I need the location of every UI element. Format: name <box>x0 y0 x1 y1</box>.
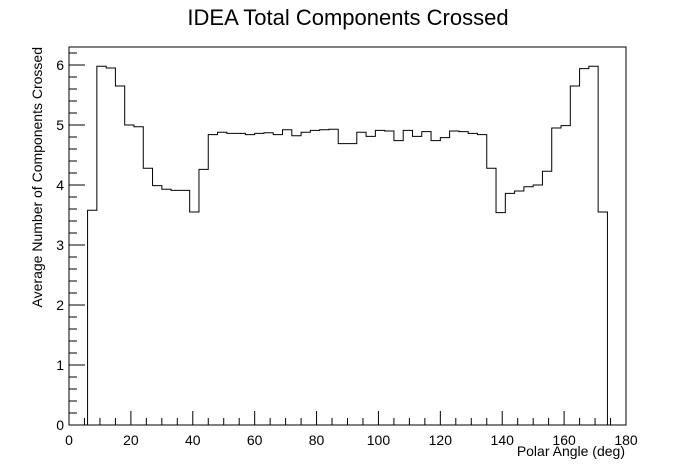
histogram-bin <box>255 133 264 425</box>
histogram-bin <box>236 133 245 425</box>
histogram-bin <box>459 132 468 425</box>
y-tick-label: 3 <box>56 237 64 253</box>
histogram-bin <box>245 135 254 425</box>
histogram-bin <box>106 68 115 425</box>
histogram-bin <box>524 187 533 425</box>
histogram-outline <box>87 65 608 425</box>
histogram-bin <box>496 213 505 425</box>
histogram-bin <box>422 132 431 425</box>
histogram-bin <box>199 169 208 425</box>
x-tick-label: 40 <box>185 432 201 448</box>
histogram-bin <box>561 126 570 425</box>
histogram-bin <box>283 130 292 425</box>
histogram-bin <box>431 141 440 425</box>
y-tick-label: 1 <box>56 357 64 373</box>
histogram-bin <box>320 130 329 425</box>
histogram-bin <box>115 86 124 425</box>
y-tick-label: 6 <box>56 57 64 73</box>
histogram-bin <box>515 191 524 425</box>
x-tick-label: 60 <box>247 432 263 448</box>
x-axis: 0 20 40 60 80 100 120 140 160 180 <box>65 411 638 448</box>
x-tick-label: 140 <box>491 432 515 448</box>
histogram-bin <box>487 168 496 425</box>
histogram-bin <box>366 136 375 425</box>
y-axis: 0 1 2 3 4 5 6 <box>56 52 85 433</box>
x-tick-label: 160 <box>552 432 576 448</box>
histogram-bin <box>162 189 171 425</box>
x-axis-label: Polar Angle (deg) <box>517 443 625 459</box>
histogram-bin <box>301 132 310 425</box>
histogram-bin <box>292 136 301 425</box>
histogram-bin <box>440 138 449 425</box>
y-axis-label: Average Number of Components Crossed <box>29 47 45 307</box>
histogram-bin <box>264 133 273 425</box>
histogram-bin <box>375 130 384 425</box>
histogram-bin <box>357 132 366 425</box>
x-tick-label: 80 <box>309 432 325 448</box>
histogram-bin <box>598 212 607 425</box>
histogram-bin <box>97 66 106 425</box>
histogram-bin <box>153 186 162 425</box>
y-tick-label: 5 <box>56 117 64 133</box>
histogram-bin <box>580 69 589 425</box>
histogram-bin <box>505 193 514 425</box>
x-tick-label: 180 <box>614 432 638 448</box>
histogram-bin <box>208 135 217 425</box>
plot-frame <box>68 46 627 426</box>
histogram-bin <box>329 129 338 425</box>
histogram-bins <box>87 65 608 425</box>
histogram-bin <box>218 132 227 425</box>
histogram-bin <box>403 130 412 425</box>
histogram-bin <box>88 210 97 425</box>
histogram-bin <box>134 127 143 425</box>
chart-title: IDEA Total Components Crossed <box>187 5 508 30</box>
histogram-bin <box>171 190 180 425</box>
histogram-bin <box>589 66 598 425</box>
y-tick-label: 2 <box>56 297 64 313</box>
x-tick-label: 20 <box>123 432 139 448</box>
histogram-bin <box>348 144 357 425</box>
histogram-bin <box>477 135 486 425</box>
histogram-bin <box>468 133 477 425</box>
histogram-bin <box>412 136 421 425</box>
x-tick-label: 0 <box>65 432 73 448</box>
y-tick-label: 0 <box>56 417 64 433</box>
histogram-bin <box>338 144 347 425</box>
histogram-bin <box>143 168 152 425</box>
histogram-bin <box>542 171 551 425</box>
histogram-bin <box>385 131 394 425</box>
histogram-bin <box>190 212 199 425</box>
histogram-bin <box>227 133 236 425</box>
histogram-bin <box>273 135 282 425</box>
y-tick-label: 4 <box>56 177 64 193</box>
histogram-bin <box>552 128 561 425</box>
histogram-bin <box>125 125 134 425</box>
histogram-bin <box>450 131 459 425</box>
histogram-bin <box>394 141 403 425</box>
x-tick-label: 120 <box>429 432 453 448</box>
histogram-bin <box>180 190 189 425</box>
x-tick-label: 100 <box>367 432 391 448</box>
histogram-bin <box>570 86 579 425</box>
histogram-bin <box>533 185 542 425</box>
histogram-bin <box>310 130 319 425</box>
